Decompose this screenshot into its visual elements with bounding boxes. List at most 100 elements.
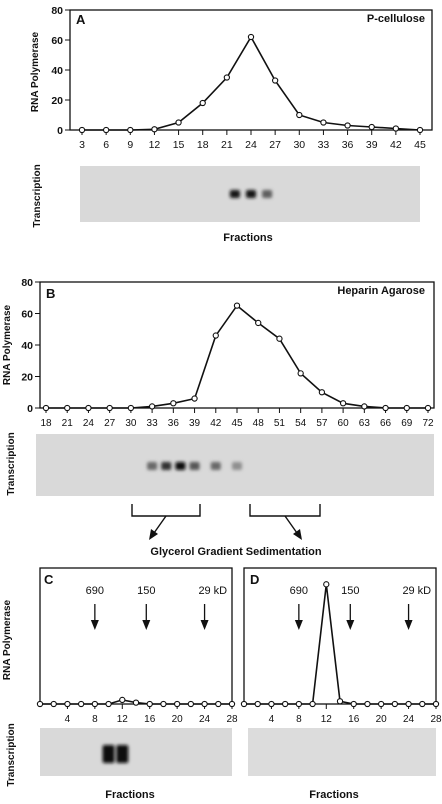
panel-d: D 690 150 29 kD 4 8 12 16 20 24 28 Fractions: [240, 567, 442, 801]
x-tick-label: 3: [79, 139, 85, 151]
flow-arrowhead-right: [293, 529, 302, 540]
data-point: [268, 700, 275, 708]
panel-b-series: [42, 302, 432, 412]
x-tick-label: 24: [83, 418, 95, 429]
x-tick-label: 69: [401, 418, 413, 429]
data-point: [318, 389, 326, 396]
series-line: [244, 584, 436, 705]
data-point: [403, 404, 410, 412]
x-tick-label: 72: [422, 418, 434, 429]
data-point: [254, 700, 261, 708]
x-tick-label: 54: [295, 418, 307, 429]
x-tick-label: 28: [430, 714, 442, 725]
data-point: [64, 404, 71, 412]
x-tick-label: 24: [403, 714, 415, 725]
panel-a-title: P-cellulose: [367, 13, 425, 25]
data-point: [320, 119, 327, 126]
x-tick-label: 45: [231, 418, 243, 429]
x-tick-label: 30: [125, 418, 137, 429]
x-tick-label: 57: [316, 418, 328, 429]
data-point: [119, 696, 126, 704]
data-point: [170, 400, 177, 407]
data-point: [281, 700, 289, 708]
panel-a-gel-label: Transcription: [32, 164, 43, 227]
data-point: [405, 700, 412, 708]
flow-bracket-right: [249, 504, 321, 517]
panel-c-xlabel: Fractions: [105, 789, 155, 801]
x-tick-label: 6: [103, 139, 109, 151]
marker-unit: kD: [418, 585, 432, 597]
data-point: [297, 370, 304, 377]
panel-b-title: Heparin Agarose: [337, 285, 425, 297]
marker-arrowhead: [294, 620, 303, 630]
data-point: [85, 404, 92, 412]
panel-c-xticks: 4 8 12 16 20 24 28: [65, 704, 238, 725]
x-tick-label: 36: [342, 139, 354, 151]
x-tick-label: 8: [296, 714, 302, 725]
marker-arrowhead: [200, 620, 209, 630]
x-tick-label: 33: [147, 418, 159, 429]
y-tick-label: 80: [51, 5, 63, 17]
data-point: [368, 123, 375, 131]
panel-b-gel-label: Transcription: [6, 432, 17, 495]
data-point: [191, 395, 198, 402]
data-point: [309, 700, 316, 708]
marker-label: 690: [290, 585, 308, 597]
x-tick-label: 20: [376, 714, 388, 725]
x-tick-label: 66: [380, 418, 392, 429]
panel-b: B Heparin Agarose RNA Polymerase 0 20 40 60…: [2, 277, 435, 496]
data-point: [424, 404, 432, 412]
data-point: [173, 700, 181, 708]
data-point: [50, 700, 57, 708]
marker-label: 150: [341, 585, 359, 597]
data-point: [148, 403, 156, 410]
x-tick-label: 30: [293, 139, 305, 151]
x-tick-label: 27: [269, 139, 281, 151]
panel-a-gel-bands: [229, 190, 273, 198]
x-tick-label: 4: [269, 714, 275, 725]
data-point: [240, 700, 248, 708]
x-tick-label: 27: [104, 418, 116, 429]
x-tick-label: 42: [210, 418, 222, 429]
data-point: [199, 99, 206, 107]
series-line: [46, 304, 428, 409]
data-point: [350, 700, 357, 708]
data-point: [91, 700, 99, 708]
y-tick-label: 0: [27, 403, 33, 415]
data-point: [382, 404, 389, 412]
data-point: [146, 700, 153, 708]
y-tick-label: 60: [21, 309, 33, 321]
flow-arrow-left: [153, 515, 167, 534]
data-point: [42, 404, 50, 412]
marker-arrowhead: [404, 620, 413, 630]
panel-a-label: A: [76, 12, 86, 27]
x-tick-label: 9: [127, 139, 133, 151]
marker-arrowhead: [90, 620, 99, 630]
panel-d-label: D: [250, 572, 259, 587]
x-tick-label: 63: [359, 418, 371, 429]
panel-b-plot-frame: [39, 281, 435, 409]
data-point: [78, 126, 86, 134]
data-point: [432, 700, 440, 708]
data-point: [361, 403, 368, 410]
data-point: [175, 119, 182, 126]
data-point: [215, 700, 222, 708]
data-point: [77, 700, 85, 708]
panel-b-xticks: 18 21 24 27 30 33 36 39 42 45 48 51 54 57 60 63 66 69 72: [40, 408, 434, 429]
data-point: [106, 404, 113, 412]
panel-d-gel: [248, 728, 436, 776]
panel-c-gel-label: Transcription: [6, 723, 17, 786]
panel-d-series: [240, 581, 440, 708]
gel-band: [147, 462, 158, 470]
x-tick-label: 15: [173, 139, 185, 151]
data-point: [212, 332, 219, 339]
marker-label: 150: [137, 585, 155, 597]
x-tick-label: 18: [197, 139, 209, 151]
panel-a: A P-cellulose RNA Polymerase 0 20 40 60 80 3…: [30, 5, 433, 244]
data-point: [276, 335, 283, 342]
data-point: [323, 581, 330, 588]
panel-d-xticks: 4 8 12 16 20 24 28: [269, 704, 442, 725]
gel-band: [189, 462, 200, 470]
gel-band: [246, 190, 256, 198]
x-tick-label: 16: [348, 714, 360, 725]
